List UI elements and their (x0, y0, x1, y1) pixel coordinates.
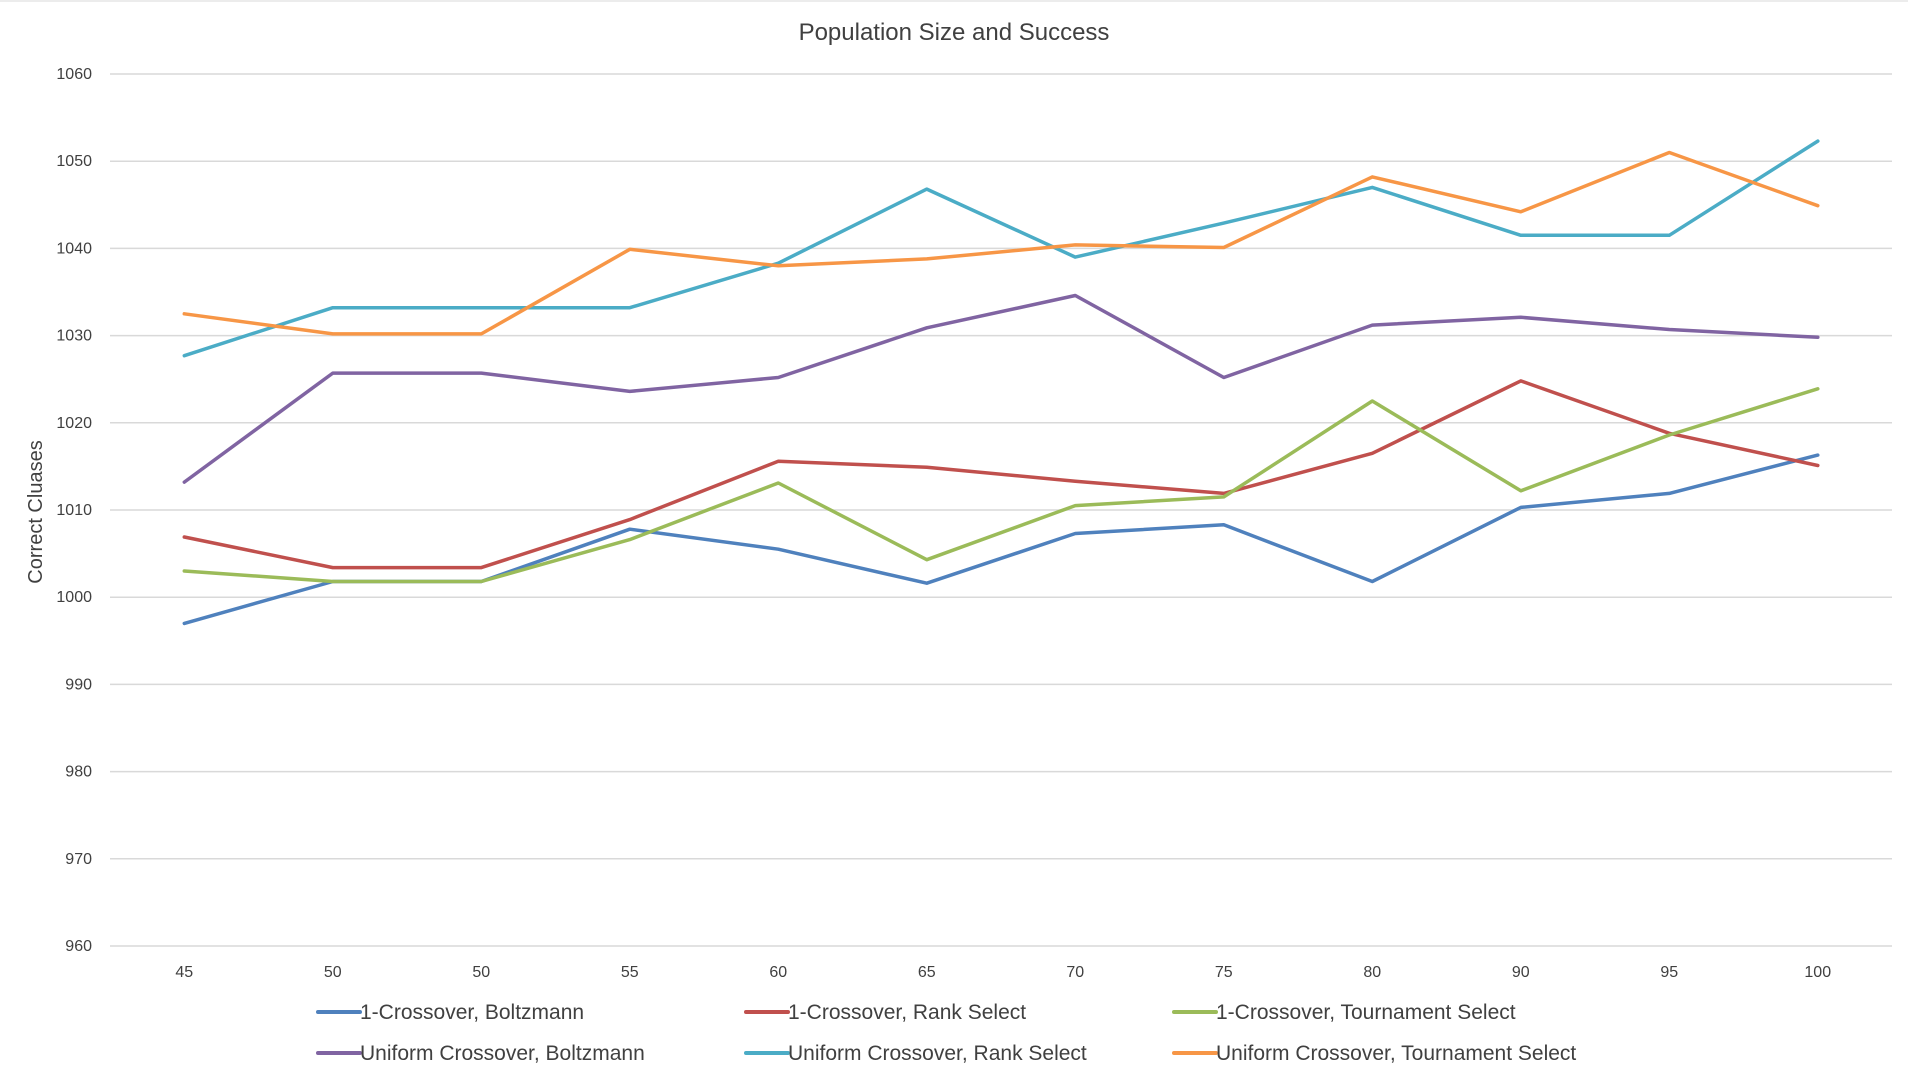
x-tick-label: 70 (1066, 964, 1084, 981)
legend-item: Uniform Crossover, Tournament Select (1172, 1042, 1576, 1065)
legend-label: Uniform Crossover, Tournament Select (1216, 1042, 1576, 1065)
x-tick-label: 45 (175, 964, 193, 981)
legend-label: Uniform Crossover, Rank Select (788, 1042, 1087, 1065)
chart-title: Population Size and Success (799, 19, 1110, 46)
y-tick-label: 1050 (56, 153, 92, 170)
y-tick-label: 1030 (56, 328, 92, 345)
series-line (182, 387, 1820, 584)
legend-item: Uniform Crossover, Rank Select (744, 1042, 1087, 1065)
x-tick-label: 100 (1804, 964, 1831, 981)
y-tick-labels: 960 970 980 990 1000 1010 1020 1030 1040 1050 1060 (56, 66, 92, 955)
series-line (182, 150, 1820, 336)
legend-label: 1-Crossover, Boltzmann (360, 1001, 584, 1024)
x-tick-label: 95 (1660, 964, 1678, 981)
legend-label: Uniform Crossover, Boltzmann (360, 1042, 645, 1065)
y-tick-label: 980 (65, 764, 92, 781)
y-tick-label: 1040 (56, 240, 92, 257)
series-line (182, 379, 1820, 570)
legend: 1-Crossover, Boltzmann 1-Crossover, Rank … (316, 1001, 1576, 1065)
series-lines (182, 139, 1820, 626)
series-line (182, 139, 1820, 358)
y-tick-label: 1060 (56, 66, 92, 83)
x-tick-label: 50 (324, 964, 342, 981)
x-tick-label: 80 (1363, 964, 1381, 981)
y-tick-label: 960 (65, 938, 92, 955)
x-tick-labels: 45 50 50 55 60 65 70 75 80 90 95 100 (175, 964, 1831, 981)
y-tick-label: 1020 (56, 415, 92, 432)
legend-label: 1-Crossover, Tournament Select (1216, 1001, 1516, 1024)
y-tick-label: 1000 (56, 589, 92, 606)
y-axis-label: Correct Cluases (25, 440, 47, 583)
legend-item: 1-Crossover, Boltzmann (316, 1001, 584, 1024)
x-tick-label: 75 (1215, 964, 1233, 981)
x-tick-label: 65 (918, 964, 936, 981)
x-tick-label: 60 (769, 964, 787, 981)
legend-item: 1-Crossover, Tournament Select (1172, 1001, 1516, 1024)
legend-label: 1-Crossover, Rank Select (788, 1001, 1026, 1024)
legend-item: 1-Crossover, Rank Select (744, 1001, 1026, 1024)
legend-item: Uniform Crossover, Boltzmann (316, 1042, 645, 1065)
y-tick-label: 990 (65, 676, 92, 693)
x-tick-label: 50 (472, 964, 490, 981)
y-tick-label: 1010 (56, 502, 92, 519)
y-tick-label: 970 (65, 851, 92, 868)
x-tick-label: 55 (621, 964, 639, 981)
x-tick-label: 90 (1512, 964, 1530, 981)
series-line (182, 293, 1820, 484)
